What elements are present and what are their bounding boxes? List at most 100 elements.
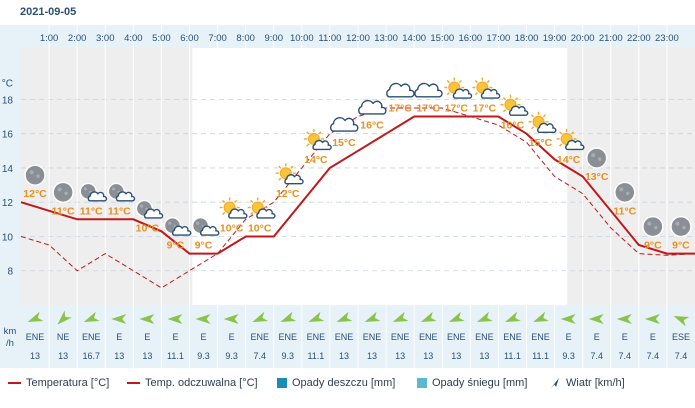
legend-temp-label: Temperatura [°C] <box>26 377 110 389</box>
sun-ray <box>278 165 282 169</box>
wind-arrow-icon <box>308 311 325 323</box>
moon-crater <box>111 187 116 191</box>
temp-data-label: 9°C <box>195 240 213 252</box>
moon-crater <box>196 221 200 225</box>
sun-cloud-icon <box>247 197 276 219</box>
temp-data-label: 17°C <box>388 103 412 115</box>
legend-feels-swatch <box>127 382 140 384</box>
moon-cloud-icon <box>79 182 108 202</box>
wind-direction-label: ESE <box>672 332 690 342</box>
cloud-shape <box>414 82 443 98</box>
wind-direction-label: ENE <box>26 332 45 342</box>
wind-direction-label: ENE <box>391 332 410 342</box>
wind-direction-label: ENE <box>82 332 101 342</box>
sun-cloud-icon <box>472 77 501 99</box>
wind-direction-label: E <box>650 332 656 342</box>
legend-wind[interactable]: Wiatr [km/h] <box>549 377 625 389</box>
temp-data-label: 17°C <box>445 103 469 115</box>
legend-temp[interactable]: Temperatura [°C] <box>8 377 109 389</box>
temp-data-label: 9°C <box>672 240 690 252</box>
wind-arrow-icon <box>57 310 72 325</box>
wind-arrow-icon <box>644 314 660 324</box>
sun-cloud-icon <box>500 94 529 116</box>
temp-data-label: 17°C <box>416 103 440 115</box>
wind-arrow-icon <box>560 314 576 324</box>
legend-snow[interactable]: Opady śniegu [mm] <box>417 377 527 389</box>
wind-arrow-shape <box>280 311 297 323</box>
temp-data-label: 17°C <box>473 103 497 115</box>
moon-disc <box>614 181 636 204</box>
wind-direction-label: E <box>201 332 207 342</box>
hour-label: 3:00 <box>96 33 115 44</box>
hour-label: 9:00 <box>265 33 284 44</box>
wind-arrow-shape <box>616 314 632 324</box>
hour-label: 2:00 <box>68 33 87 44</box>
legend-rain-swatch <box>277 378 287 388</box>
hour-label: 1:00 <box>40 33 59 44</box>
wind-direction-label: ENE <box>363 332 382 342</box>
wind-arrow-icon <box>392 311 409 323</box>
wind-direction-label: ENE <box>447 332 466 342</box>
wind-direction-label: ENE <box>419 332 438 342</box>
temp-data-label: 11°C <box>80 205 103 217</box>
wind-axis-label: /h <box>6 338 14 349</box>
wind-direction-label: E <box>566 332 572 342</box>
legend-rain[interactable]: Opady deszczu [mm] <box>277 377 395 389</box>
y-axis-unit: °C <box>2 78 13 89</box>
hour-label: 8:00 <box>236 33 255 44</box>
y-tick-label: 18 <box>2 95 14 106</box>
moon-cloud-icon <box>107 182 136 202</box>
wind-direction-label: E <box>594 332 600 342</box>
temp-data-label: 9°C <box>167 240 185 252</box>
sun-ray <box>530 126 535 130</box>
moon-crater <box>29 170 34 175</box>
wind-arrow-icon <box>223 314 239 324</box>
legend-feels[interactable]: Temp. odczuwalna [°C] <box>127 377 258 389</box>
wind-arrow-shape <box>167 314 183 324</box>
temp-data-label: 11°C <box>52 205 75 217</box>
wind-arrow-shape <box>448 311 465 323</box>
wind-arrow-shape <box>223 314 239 324</box>
left-axis-band <box>0 25 21 368</box>
temp-data-label: 15°C <box>332 137 356 149</box>
sun-ray <box>458 79 462 84</box>
wind-arrow-shape <box>364 311 381 323</box>
cloud-shape <box>358 99 387 115</box>
temp-data-label: 14°C <box>557 154 581 166</box>
cloud-shape <box>330 117 359 132</box>
cloud-shape <box>565 139 585 151</box>
wind-direction-label: ENE <box>250 332 269 342</box>
moon-crater <box>591 153 596 158</box>
forecast-chart: 8 10 12 14 16 18 °C 1:00 2:00 3:00 4:00 5:00 6:00 7:0… <box>0 25 695 368</box>
hour-label: 6:00 <box>180 33 199 44</box>
moon-icon <box>585 147 608 169</box>
wind-axis-label: km <box>4 326 17 337</box>
moon-icon <box>670 215 692 238</box>
moon-crater <box>139 204 144 208</box>
wind-arrow-icon <box>139 314 155 324</box>
wind-speed-label: 9.3 <box>562 351 575 361</box>
wind-speed-label: 7.4 <box>253 351 266 361</box>
temp-data-label: 15°C <box>529 137 553 149</box>
wind-arrow-icon <box>83 311 100 323</box>
moon-disc <box>52 181 74 204</box>
cloud-shape <box>256 208 276 219</box>
wind-direction-label: E <box>144 332 150 342</box>
cloud-shape <box>508 105 529 116</box>
hour-label: 15:00 <box>430 33 454 44</box>
wind-speed-label: 7.4 <box>590 351 603 361</box>
wind-speed-label: 13 <box>395 351 405 361</box>
hour-label: 7:00 <box>208 33 227 44</box>
wind-arrow-icon <box>195 314 211 324</box>
sun-ray <box>514 97 519 101</box>
wind-arrow-icon <box>673 315 690 327</box>
hour-label: 23:00 <box>655 33 679 44</box>
hour-label: 12:00 <box>346 33 370 44</box>
wind-arrow-icon <box>336 311 353 323</box>
wind-direction-label: ENE <box>475 332 494 342</box>
temp-data-label: 12°C <box>23 188 47 200</box>
wind-speed-label: 16.7 <box>82 351 100 361</box>
wind-speed-label: 11.1 <box>307 351 324 361</box>
wind-arrow-shape <box>420 311 437 323</box>
wind-speed-label: 9.3 <box>197 351 210 361</box>
